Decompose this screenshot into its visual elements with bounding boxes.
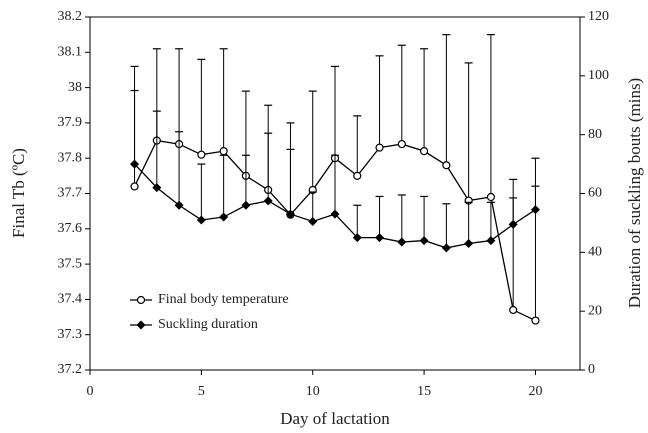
data-point: [508, 219, 518, 229]
data-point: [486, 192, 496, 202]
data-point: [308, 216, 318, 226]
data-point: [509, 305, 518, 315]
data-point: [152, 183, 162, 193]
y-tick-label: 37.9: [58, 115, 83, 130]
y2-tick-label: 0: [588, 362, 595, 377]
x-tick-label: 20: [528, 384, 542, 399]
y-tick-label: 37.2: [58, 362, 83, 377]
y-axis-title: Final Tb (ºC): [9, 148, 28, 238]
data-point: [174, 200, 184, 210]
data-point: [330, 209, 340, 219]
data-point: [196, 215, 206, 225]
y2-tick-label: 80: [588, 127, 602, 142]
y-tick-label: 37.5: [58, 256, 83, 271]
legend-marker: [136, 295, 146, 305]
data-point: [219, 147, 228, 156]
data-point: [263, 196, 273, 206]
x-tick-label: 0: [87, 384, 94, 399]
data-point: [441, 243, 451, 253]
data-point: [130, 182, 139, 191]
data-point: [285, 209, 295, 219]
data-point: [352, 233, 362, 243]
x-tick-label: 15: [417, 384, 431, 399]
x-tick-label: 5: [198, 384, 205, 399]
data-point: [375, 233, 385, 243]
data-point: [130, 159, 140, 169]
x-tick-label: 10: [306, 384, 320, 399]
y-tick-label: 37.4: [58, 292, 83, 307]
y-tick-label: 37.8: [58, 150, 83, 165]
y2-tick-label: 40: [588, 245, 602, 260]
data-point: [219, 212, 229, 222]
legend-label: Final body temperature: [158, 292, 289, 307]
data-point: [464, 239, 474, 249]
data-point: [397, 139, 406, 149]
y2-tick-label: 120: [588, 9, 609, 24]
y-tick-label: 37.6: [58, 221, 83, 236]
data-point: [530, 205, 540, 215]
legend-marker: [136, 320, 146, 330]
data-point: [197, 150, 206, 159]
data-point: [419, 236, 429, 246]
data-point: [531, 316, 540, 325]
y2-tick-label: 60: [588, 186, 602, 201]
data-point: [486, 236, 496, 246]
data-point: [375, 143, 384, 152]
data-point: [353, 171, 362, 180]
y2-tick-label: 100: [588, 68, 609, 83]
y2-axis-title: Duration of suckling bouts (mins): [625, 78, 644, 308]
data-point: [442, 161, 451, 170]
y-tick-label: 37.7: [58, 186, 83, 201]
data-point: [241, 200, 251, 210]
legend-label: Suckling duration: [158, 317, 258, 332]
y-tick-label: 37.3: [58, 327, 83, 342]
y-tick-label: 38.1: [58, 45, 83, 60]
y-tick-label: 38.2: [58, 9, 83, 24]
data-point: [419, 147, 429, 156]
y-tick-label: 38: [68, 80, 82, 95]
x-axis-title: Day of lactation: [280, 409, 390, 428]
y2-tick-label: 20: [588, 303, 602, 318]
data-point: [397, 237, 407, 247]
